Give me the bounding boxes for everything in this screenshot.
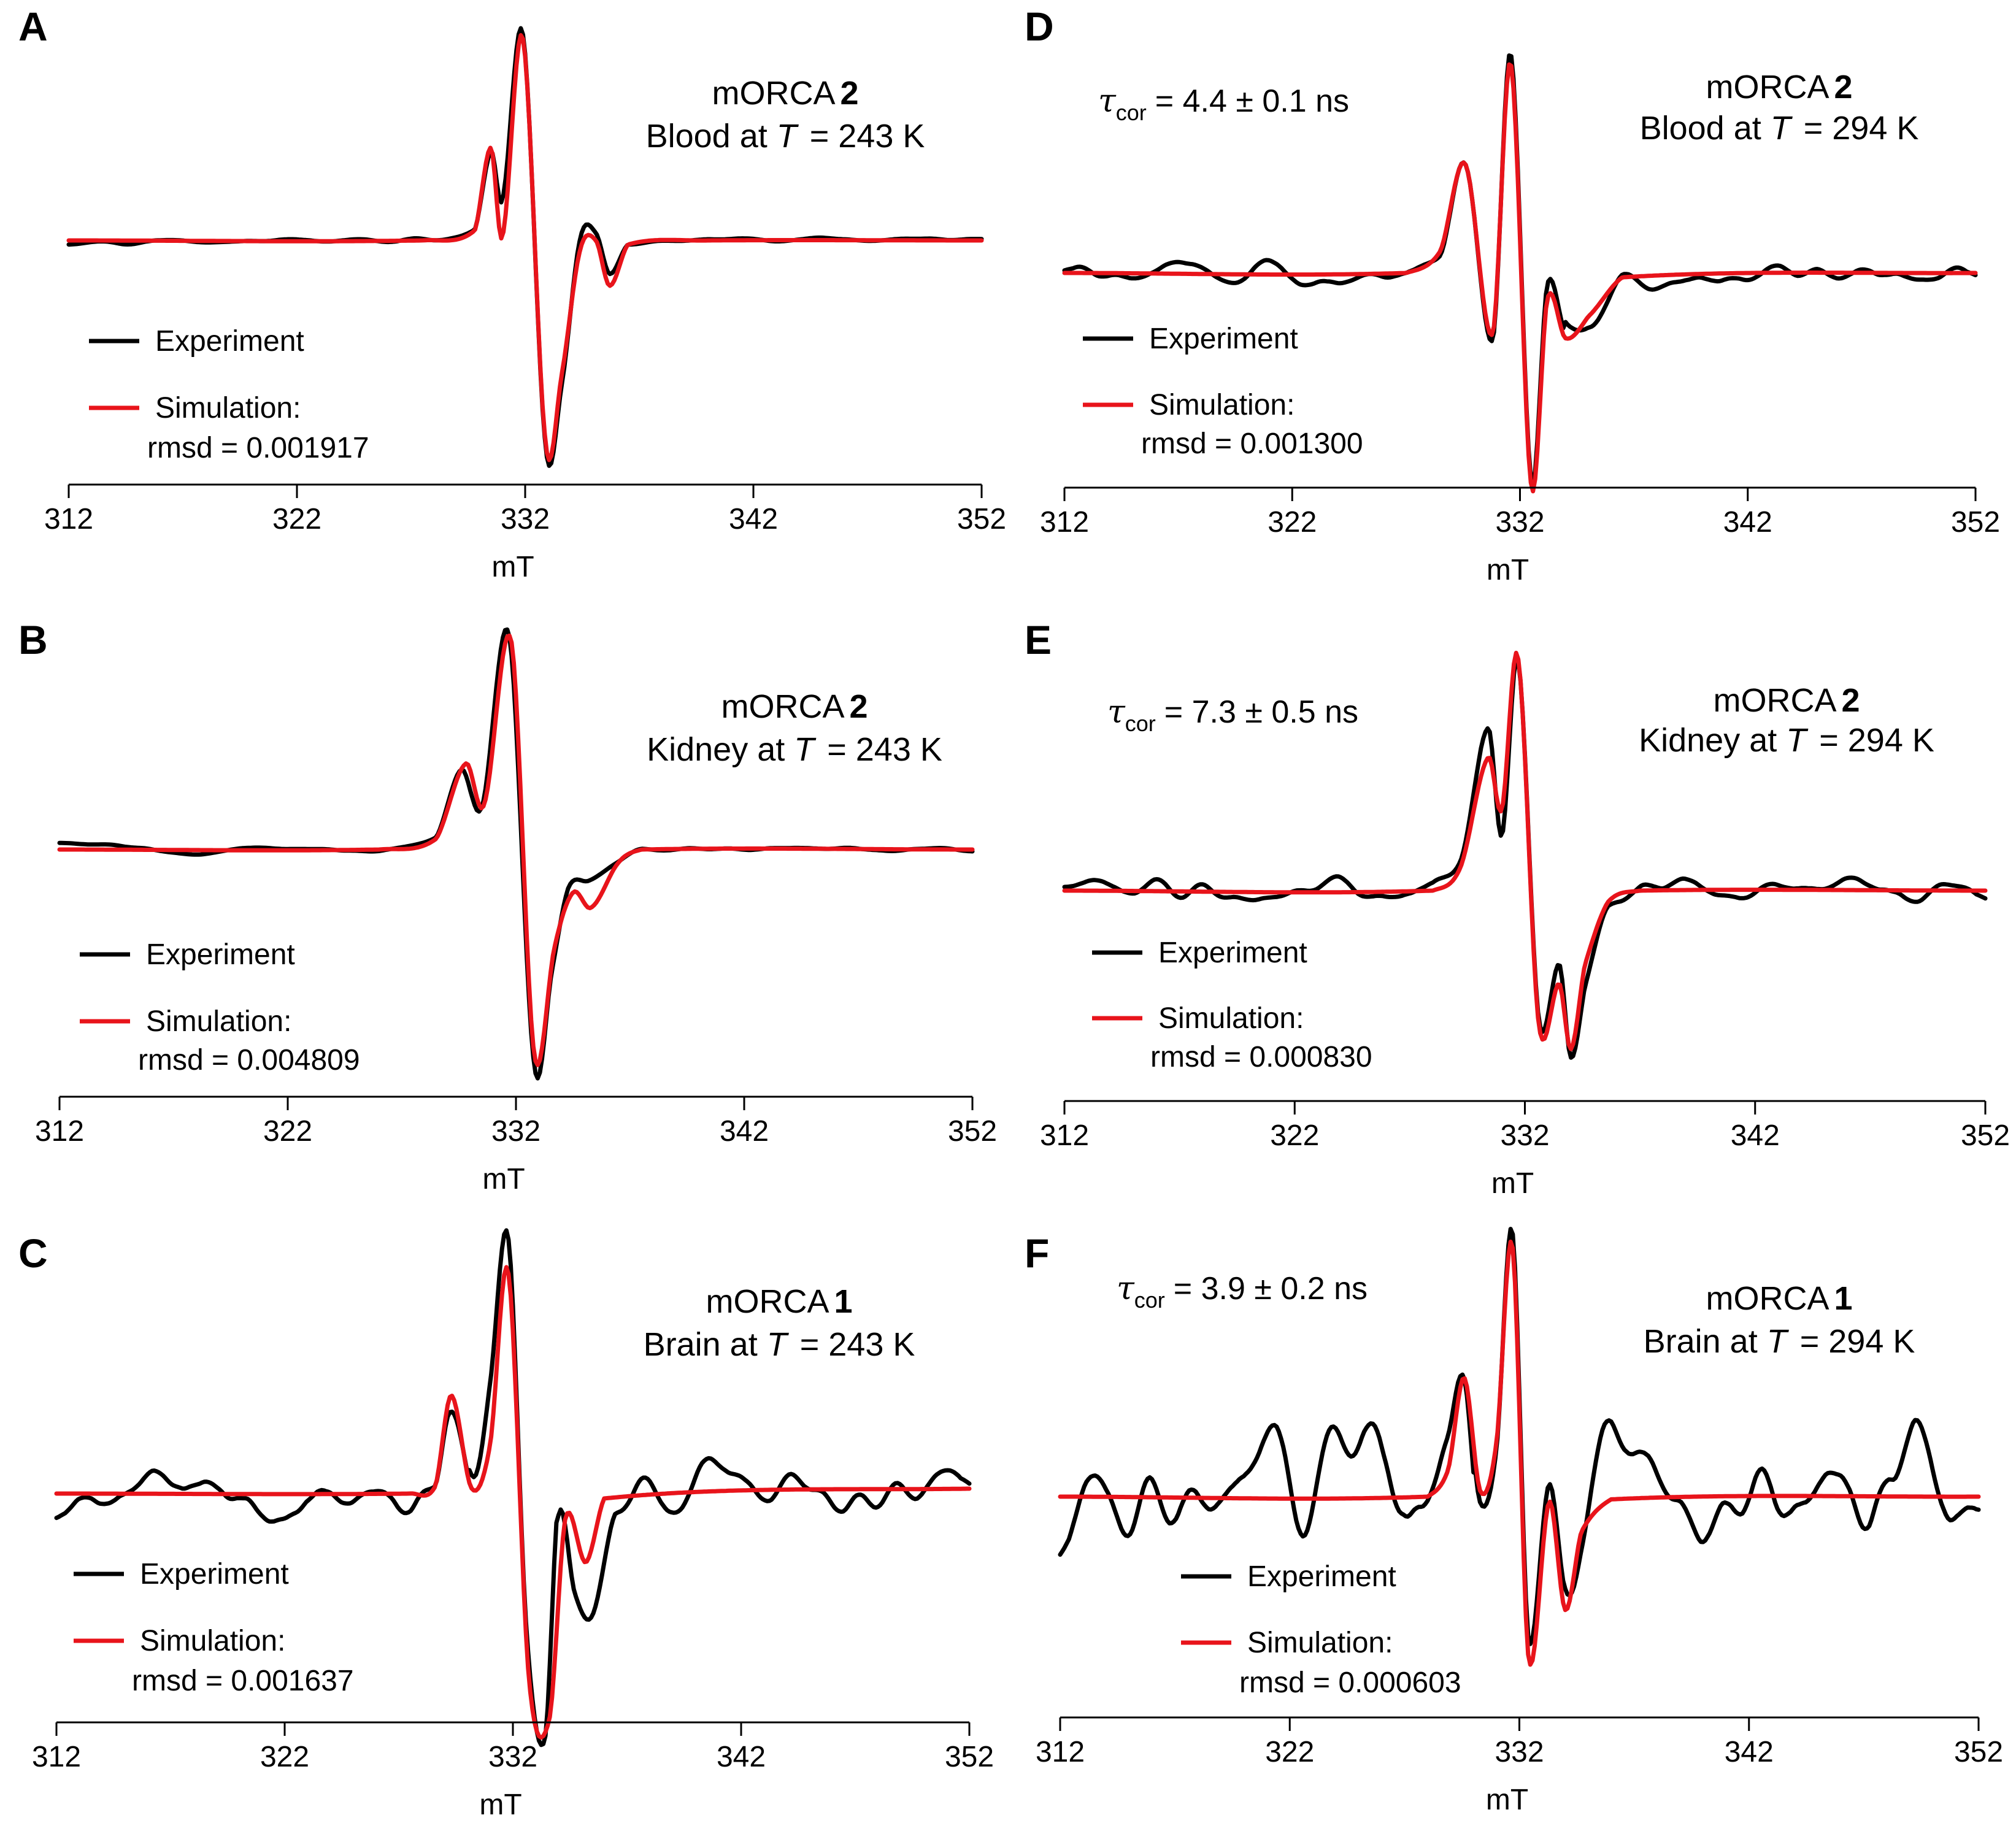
x-tick-label: 322	[1270, 1119, 1319, 1152]
x-tick-label: 332	[491, 1115, 541, 1148]
x-tick-label: 322	[1268, 506, 1317, 539]
legend-experiment-label: Experiment	[146, 938, 295, 971]
x-tick-label: 352	[1954, 1736, 2003, 1768]
x-tick-label: 312	[44, 503, 93, 535]
x-tick-label: 312	[35, 1115, 84, 1148]
x-axis-label: mT	[1487, 554, 1529, 586]
x-tick-label: 312	[1040, 506, 1089, 539]
legend-experiment-label: Experiment	[140, 1558, 289, 1590]
panel-label: E	[1025, 617, 1052, 662]
simulation-line	[66, 33, 984, 462]
panel-f: F 312 322 332 342 352 mT mORCA 1 Brain at T = 294…	[1025, 1227, 2003, 1816]
panel-d: D 312 322 332 342 352 mT mORCA 2 Blood at T = 294…	[1025, 4, 2000, 586]
tau-label: τcor = 3.9 ± 0.2 ns	[1117, 1270, 1368, 1313]
compound-label: mORCA 2	[712, 75, 858, 112]
x-axis-label: mT	[491, 551, 534, 583]
sample-label: Brain at T = 243 K	[644, 1326, 915, 1363]
panel-label: F	[1025, 1230, 1049, 1276]
x-tick-label: 332	[1495, 1736, 1544, 1768]
x-tick-label: 322	[1265, 1736, 1314, 1768]
compound-label: mORCA 2	[1713, 682, 1860, 719]
sample-label: Blood at T = 294 K	[1640, 110, 1919, 147]
x-tick-label: 342	[717, 1741, 766, 1773]
x-tick-label: 312	[1036, 1736, 1085, 1768]
tau-label: τcor = 4.4 ± 0.1 ns	[1098, 83, 1349, 125]
compound-label: mORCA 1	[706, 1283, 852, 1320]
rmsd-label: rmsd = 0.001300	[1141, 428, 1363, 460]
legend-simulation-label: Simulation:	[1158, 1002, 1304, 1035]
simulation-line	[57, 633, 975, 1067]
simulation-line	[1062, 62, 1978, 494]
simulation-line	[1058, 1239, 1981, 1667]
x-tick-label: 342	[729, 503, 778, 535]
rmsd-label: rmsd = 0.001917	[147, 432, 369, 464]
x-tick-label: 322	[260, 1741, 309, 1773]
sample-label: Kidney at T = 243 K	[647, 731, 942, 768]
panel-label: D	[1025, 4, 1054, 49]
legend-experiment-label: Experiment	[155, 325, 304, 358]
x-tick-label: 342	[1723, 506, 1772, 539]
sample-label: Brain at T = 294 K	[1644, 1323, 1915, 1360]
x-tick-label: 352	[1961, 1119, 2010, 1152]
x-tick-label: 332	[1500, 1119, 1549, 1152]
panel-a: A 312 322 332 342 352 mT mORCA 2 Blood at T = 243…	[18, 4, 1006, 583]
x-tick-label: 332	[488, 1741, 537, 1773]
x-tick-label: 352	[1951, 506, 2000, 539]
x-tick-label: 332	[501, 503, 550, 535]
compound-label: mORCA 2	[721, 688, 868, 725]
x-tick-label: 322	[263, 1115, 312, 1148]
x-axis-label: mT	[479, 1789, 521, 1821]
rmsd-label: rmsd = 0.000603	[1239, 1667, 1461, 1699]
x-tick-label: 322	[272, 503, 321, 535]
x-tick-label: 312	[1040, 1119, 1089, 1152]
legend-simulation-label: Simulation:	[140, 1625, 285, 1657]
legend-simulation-label: Simulation:	[1149, 389, 1295, 421]
x-tick-label: 312	[32, 1741, 81, 1773]
x-tick-label: 352	[948, 1115, 997, 1148]
rmsd-label: rmsd = 0.000830	[1150, 1041, 1372, 1073]
x-tick-label: 332	[1495, 506, 1544, 539]
rmsd-label: rmsd = 0.001637	[132, 1665, 354, 1697]
x-axis-label: mT	[1486, 1784, 1528, 1816]
legend-experiment-label: Experiment	[1158, 937, 1307, 969]
panel-label: C	[18, 1230, 48, 1276]
simulation-line	[1062, 650, 1988, 1051]
sample-label: Blood at T = 243 K	[646, 118, 925, 155]
legend-experiment-label: Experiment	[1247, 1560, 1396, 1593]
legend-simulation-label: Simulation:	[146, 1005, 291, 1038]
sample-label: Kidney at T = 294 K	[1639, 722, 1934, 759]
compound-label: mORCA 1	[1706, 1280, 1852, 1317]
x-tick-label: 352	[945, 1741, 994, 1773]
rmsd-label: rmsd = 0.004809	[138, 1044, 360, 1076]
x-tick-label: 342	[1731, 1119, 1780, 1152]
legend-experiment-label: Experiment	[1149, 323, 1298, 355]
x-axis-label: mT	[482, 1163, 525, 1195]
simulation-line	[54, 1265, 972, 1740]
panel-label: B	[18, 617, 48, 662]
x-tick-label: 342	[1725, 1736, 1774, 1768]
legend-simulation-label: Simulation:	[1247, 1627, 1393, 1659]
tau-label: τcor = 7.3 ± 0.5 ns	[1107, 694, 1358, 736]
x-axis-label: mT	[1491, 1167, 1534, 1200]
panel-label: A	[18, 4, 48, 49]
panel-b: B 312 322 332 342 352 mT mORCA 2 Kidney at T = 24…	[18, 617, 997, 1195]
compound-label: mORCA 2	[1706, 69, 1852, 106]
legend-simulation-label: Simulation:	[155, 392, 301, 424]
x-tick-label: 342	[720, 1115, 769, 1148]
x-tick-label: 352	[957, 503, 1006, 535]
panel-c: C 312 322 332 342 352 mT mORCA 1 Brain at T = 243…	[18, 1228, 994, 1821]
